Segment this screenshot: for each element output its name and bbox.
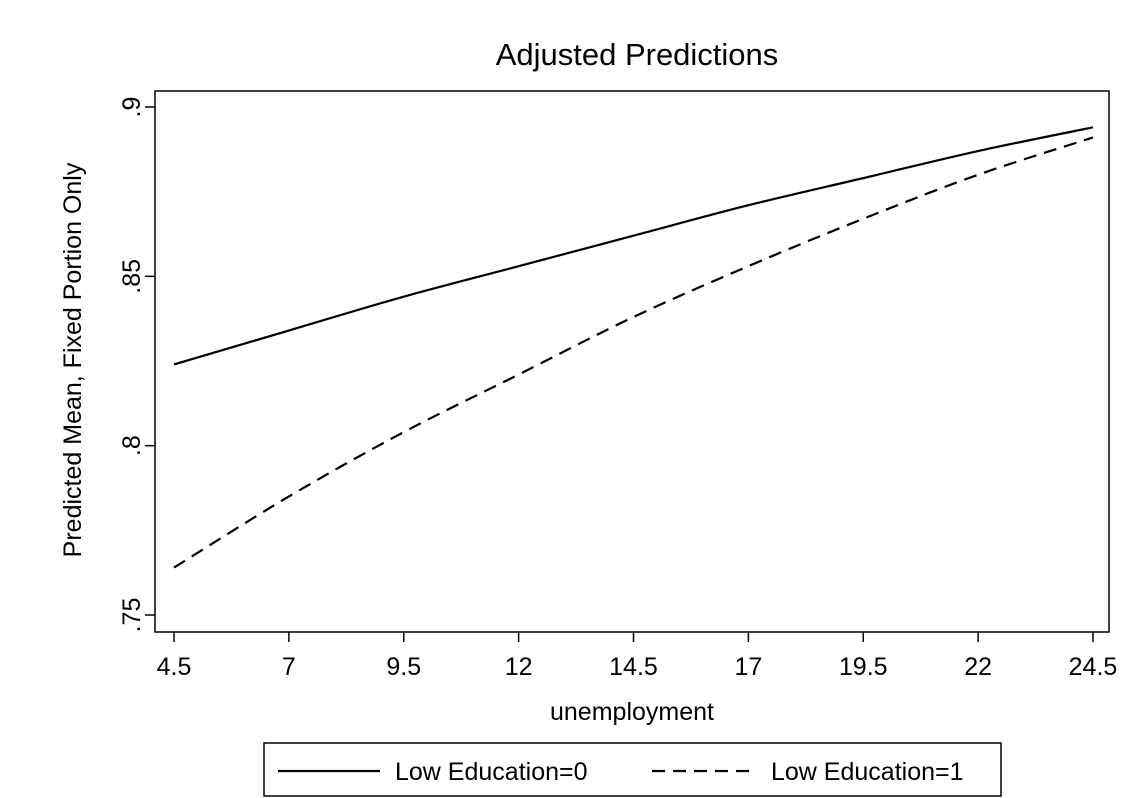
x-tick-label: 4.5 [157,653,192,681]
x-tick-label: 14.5 [609,653,658,681]
legend-box [263,742,1002,797]
x-tick-label: 9.5 [386,653,421,681]
legend-label-series-2: Low Education=1 [771,758,964,786]
plot-area [154,90,1110,633]
y-tick-label: .75 [118,598,146,633]
x-tick-label: 22 [964,653,992,681]
series-line-1 [173,126,1094,366]
x-axis-title: unemployment [550,698,714,726]
series-lines [173,126,1094,569]
x-tick-label: 12 [505,653,533,681]
y-tick-label: .9 [118,97,146,118]
legend-label-series-1: Low Education=0 [395,758,588,786]
y-axis: .75 .8 .85 .9 [118,97,155,633]
x-tick-label: 19.5 [839,653,888,681]
y-tick-label: .85 [118,259,146,294]
x-tick-label: 7 [282,653,296,681]
chart-title: Adjusted Predictions [496,37,779,72]
x-axis: 4.5 7 9.5 12 14.5 17 19.5 22 24.5 [157,632,1118,681]
x-tick-label: 24.5 [1069,653,1118,681]
y-tick-label: .8 [118,435,146,456]
series-line-2 [173,136,1094,569]
y-axis-title: Predicted Mean, Fixed Portion Only [59,162,87,557]
legend: Low Education=0 Low Education=1 [263,742,1002,797]
x-tick-label: 17 [734,653,762,681]
